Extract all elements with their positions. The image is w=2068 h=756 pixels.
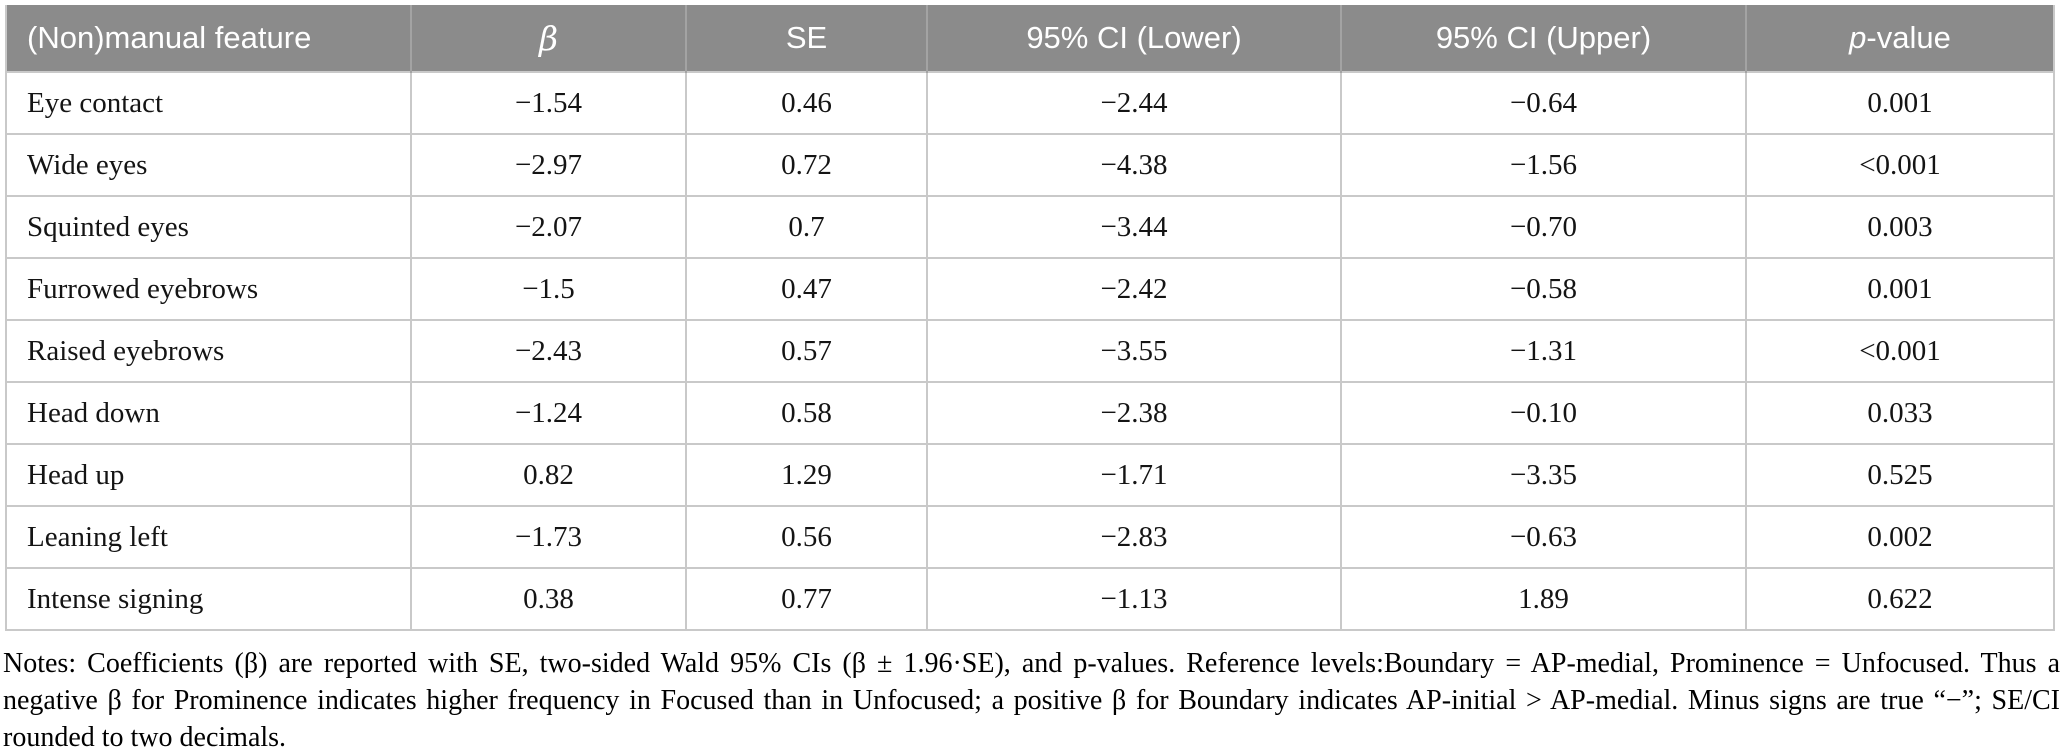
p-value-cell: 0.525 [1745,443,2055,507]
p-value-cell: 0.001 [1745,257,2055,321]
ci-lower-cell: −4.38 [926,133,1342,197]
ci-upper-cell: −0.58 [1340,257,1747,321]
feature-cell: Intense signing [5,567,412,631]
feature-cell: Furrowed eyebrows [5,257,412,321]
beta-cell: −2.07 [410,195,687,259]
table-row: Squinted eyes −2.07 0.7 −3.44 −0.70 0.00… [5,195,2055,259]
table-row: Raised eyebrows −2.43 0.57 −3.55 −1.31 <… [5,319,2055,383]
p-value-cell: 0.033 [1745,381,2055,445]
column-header-feature: (Non)manual feature [6,5,411,72]
ci-lower-cell: −2.44 [926,71,1342,135]
table-notes: Notes: Coefficients (β) are reported wit… [3,648,2060,753]
p-value-cell: 0.001 [1745,71,2055,135]
table-row: Wide eyes −2.97 0.72 −4.38 −1.56 <0.001 [5,133,2055,197]
ci-upper-cell: −0.10 [1340,381,1747,445]
feature-cell: Wide eyes [5,133,412,197]
feature-cell: Squinted eyes [5,195,412,259]
beta-cell: −1.24 [410,381,687,445]
feature-cell: Leaning left [5,505,412,569]
ci-lower-cell: −1.71 [926,443,1342,507]
ci-upper-cell: −0.64 [1340,71,1747,135]
table-row: Eye contact −1.54 0.46 −2.44 −0.64 0.001 [5,71,2055,135]
beta-cell: −1.54 [410,71,687,135]
feature-cell: Head down [5,381,412,445]
p-value-cell: 0.622 [1745,567,2055,631]
table-row: Head down −1.24 0.58 −2.38 −0.10 0.033 [5,381,2055,445]
se-cell: 1.29 [685,443,928,507]
se-cell: 0.46 [685,71,928,135]
se-cell: 0.56 [685,505,928,569]
ci-lower-cell: −1.13 [926,567,1342,631]
feature-cell: Raised eyebrows [5,319,412,383]
beta-cell: 0.38 [410,567,687,631]
p-value-cell: <0.001 [1745,319,2055,383]
ci-lower-cell: −2.38 [926,381,1342,445]
se-cell: 0.47 [685,257,928,321]
column-header-p-value: p-value [1745,5,2054,72]
se-cell: 0.72 [685,133,928,197]
table-row: Head up 0.82 1.29 −1.71 −3.35 0.525 [5,443,2055,507]
ci-upper-cell: 1.89 [1340,567,1747,631]
table-row: Furrowed eyebrows −1.5 0.47 −2.42 −0.58 … [5,257,2055,321]
se-cell: 0.7 [685,195,928,259]
se-cell: 0.58 [685,381,928,445]
p-value-cell: 0.002 [1745,505,2055,569]
ci-upper-cell: −0.70 [1340,195,1747,259]
p-value-cell: <0.001 [1745,133,2055,197]
p-value-cell: 0.003 [1745,195,2055,259]
header-row: (Non)manual feature β SE 95% CI (Lower) … [6,5,2054,72]
beta-cell: 0.82 [410,443,687,507]
column-header-se: SE [685,5,927,72]
beta-symbol: β [538,18,559,58]
ci-lower-cell: −2.42 [926,257,1342,321]
ci-upper-cell: −1.56 [1340,133,1747,197]
table-row: Intense signing 0.38 0.77 −1.13 1.89 0.6… [5,567,2055,631]
column-header-beta: β [410,5,686,72]
ci-lower-cell: −3.55 [926,319,1342,383]
p-value-suffix: -value [1866,20,1951,55]
ci-upper-cell: −1.31 [1340,319,1747,383]
column-header-ci-upper: 95% CI (Upper) [1340,5,1746,72]
column-header-ci-lower: 95% CI (Lower) [926,5,1341,72]
ci-upper-cell: −3.35 [1340,443,1747,507]
beta-cell: −1.5 [410,257,687,321]
p-symbol: p [1849,20,1867,55]
se-cell: 0.57 [685,319,928,383]
beta-cell: −2.97 [410,133,687,197]
feature-cell: Head up [5,443,412,507]
feature-cell: Eye contact [5,71,412,135]
table-row: Leaning left −1.73 0.56 −2.83 −0.63 0.00… [5,505,2055,569]
se-cell: 0.77 [685,567,928,631]
beta-cell: −1.73 [410,505,687,569]
beta-cell: −2.43 [410,319,687,383]
regression-results-table: (Non)manual feature β SE 95% CI (Lower) … [5,5,2055,631]
ci-lower-cell: −2.83 [926,505,1342,569]
ci-lower-cell: −3.44 [926,195,1342,259]
ci-upper-cell: −0.63 [1340,505,1747,569]
